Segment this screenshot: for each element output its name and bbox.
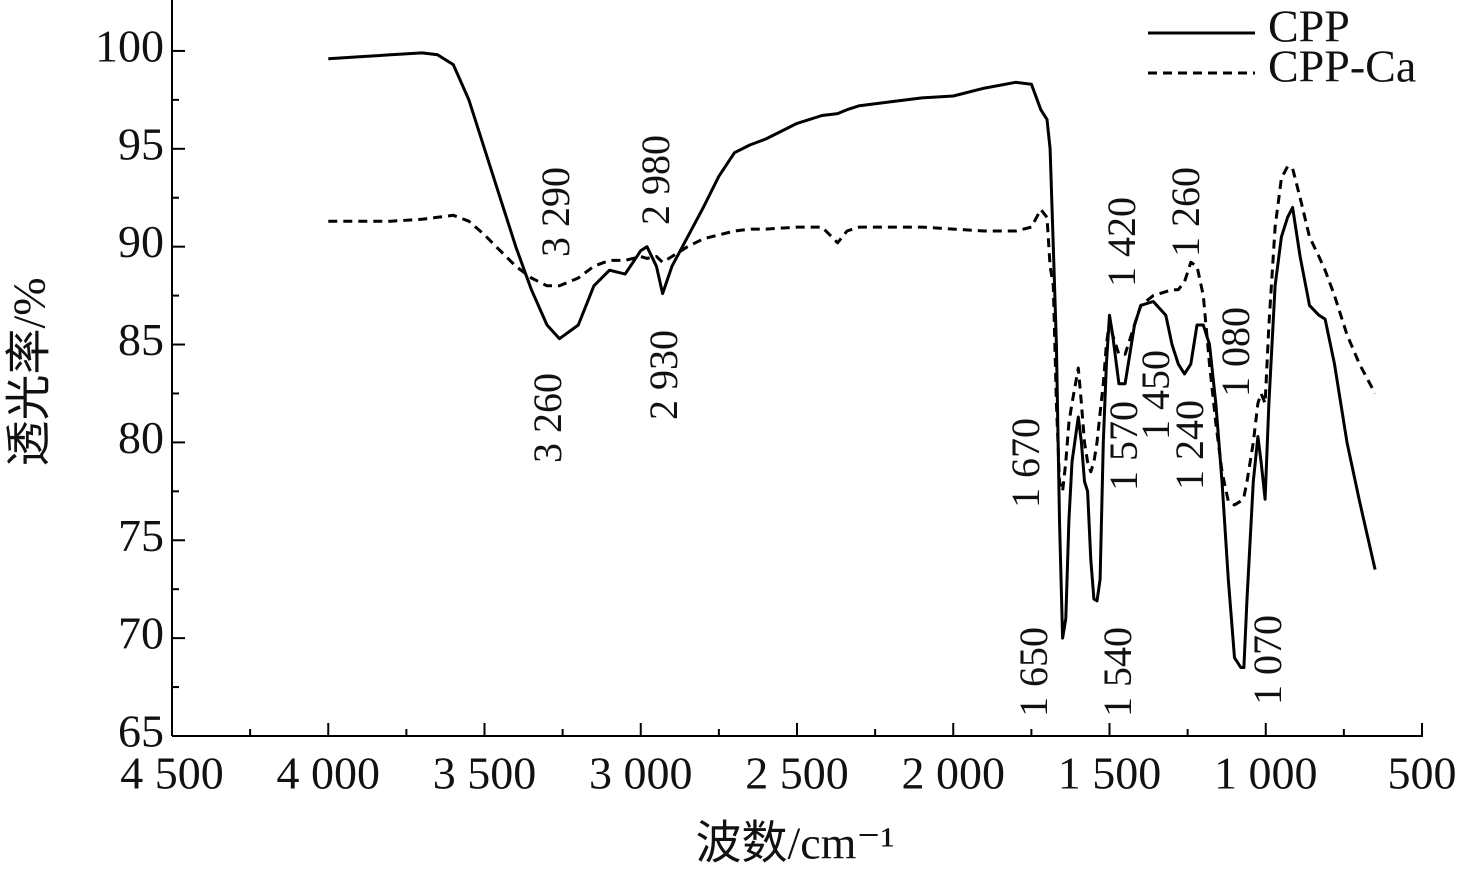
peak-annotation: 1 450 bbox=[1133, 350, 1178, 440]
peak-annotation: 2 930 bbox=[641, 330, 686, 420]
x-tick-label: 3 000 bbox=[589, 748, 693, 799]
y-tick-label: 90 bbox=[118, 216, 164, 267]
peak-annotation: 1 650 bbox=[1011, 627, 1056, 717]
series-line bbox=[328, 51, 1377, 669]
y-tick-label: 100 bbox=[95, 20, 164, 71]
peak-annotation: 3 260 bbox=[525, 373, 570, 463]
y-tick-label: 70 bbox=[118, 608, 164, 659]
x-tick-label: 3 500 bbox=[433, 748, 537, 799]
x-tick-label: 500 bbox=[1388, 748, 1457, 799]
y-tick-label: 75 bbox=[118, 510, 164, 561]
y-tick-label: 85 bbox=[118, 314, 164, 365]
y-tick-label: 80 bbox=[118, 412, 164, 463]
x-tick-label: 2 000 bbox=[902, 748, 1006, 799]
peak-annotation: 1 540 bbox=[1095, 627, 1140, 717]
peak-annotation: 1 260 bbox=[1163, 167, 1208, 257]
legend-label: CPP bbox=[1268, 1, 1350, 52]
x-tick-label: 1 000 bbox=[1214, 748, 1318, 799]
x-tick-label: 1 500 bbox=[1058, 748, 1162, 799]
peak-annotation: 1 420 bbox=[1099, 197, 1144, 287]
y-tick-label: 95 bbox=[118, 118, 164, 169]
x-tick-label: 4 000 bbox=[277, 748, 381, 799]
x-tick-label: 4 500 bbox=[120, 748, 224, 799]
x-axis-label: 波数/cm⁻¹ bbox=[695, 818, 894, 869]
peak-annotation: 1 570 bbox=[1101, 401, 1146, 491]
x-tick-label: 2 500 bbox=[745, 748, 849, 799]
series-line bbox=[328, 164, 1377, 507]
legend-label: CPP-Ca bbox=[1268, 41, 1416, 92]
peak-annotation: 1 070 bbox=[1245, 615, 1290, 705]
peak-annotation: 1 080 bbox=[1213, 307, 1258, 397]
peak-annotation: 1 240 bbox=[1167, 400, 1212, 490]
peak-annotation: 3 290 bbox=[533, 167, 578, 257]
y-tick-label: 65 bbox=[118, 706, 164, 757]
peak-annotation: 1 670 bbox=[1003, 418, 1048, 508]
y-axis-label: 透光率/% bbox=[4, 277, 55, 466]
peak-annotation: 2 980 bbox=[633, 135, 678, 225]
